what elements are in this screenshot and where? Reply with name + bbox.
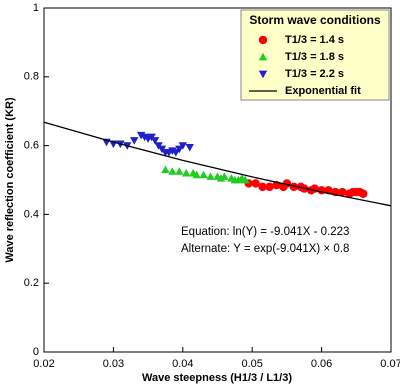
legend-box (240, 9, 390, 101)
x-tick-label: 0.02 (33, 358, 54, 370)
point (359, 189, 368, 198)
point (199, 170, 208, 179)
x-tick-label: 0.04 (172, 358, 193, 370)
point (130, 137, 139, 145)
annotation: Equation: ln(Y) = -9.041X - 0.223 (181, 226, 349, 238)
point (150, 137, 160, 145)
x-tick-label: 0.05 (241, 358, 262, 370)
x-tick-label: 0.03 (103, 358, 124, 370)
point (182, 168, 191, 177)
x-tick-label: 0.07 (380, 358, 400, 370)
point (192, 170, 201, 179)
point (185, 143, 194, 152)
x-tick-label: 0.06 (311, 358, 332, 370)
legend-label: T1/3 = 1.4 s (285, 34, 344, 46)
plot-frame (43, 7, 392, 353)
point (258, 182, 267, 192)
fit-line (43, 121, 392, 207)
annotation: Alternate: Y = exp(-9.041X) × 0.8 (181, 243, 349, 255)
legend-swatch (258, 52, 268, 61)
legend-swatch (258, 35, 268, 45)
legend-label: T1/3 = 2.2 s (285, 68, 344, 80)
point (175, 145, 184, 154)
point (251, 179, 260, 188)
point (338, 187, 347, 197)
point (168, 167, 177, 175)
legend-label: Exponential fit (285, 85, 361, 97)
point (220, 172, 229, 180)
y-axis-label: Wave reflection coefficient (KR) (4, 97, 16, 263)
point (175, 167, 184, 175)
point (206, 172, 215, 180)
y-tick-label: 0.6 (24, 140, 39, 152)
point (171, 149, 181, 157)
y-tick-label: 0.8 (24, 71, 39, 83)
legend-title: Storm wave conditions (249, 13, 381, 27)
y-tick-label: 0.2 (24, 277, 39, 289)
y-tick-label: 0.4 (24, 208, 39, 220)
y-tick-label: 0 (33, 346, 39, 358)
y-tick-label: 1 (33, 2, 39, 14)
legend-label: T1/3 = 1.8 s (285, 51, 344, 63)
point (289, 182, 299, 192)
point (241, 175, 250, 184)
point (161, 165, 170, 174)
point (265, 182, 274, 192)
point (178, 142, 187, 150)
legend: Storm wave conditions T1/3 = 1.4 s T1/3 = … (240, 9, 390, 101)
x-axis-label: Wave steepness (H1/3 / L1/3) (142, 372, 292, 384)
legend-swatch (258, 70, 268, 79)
